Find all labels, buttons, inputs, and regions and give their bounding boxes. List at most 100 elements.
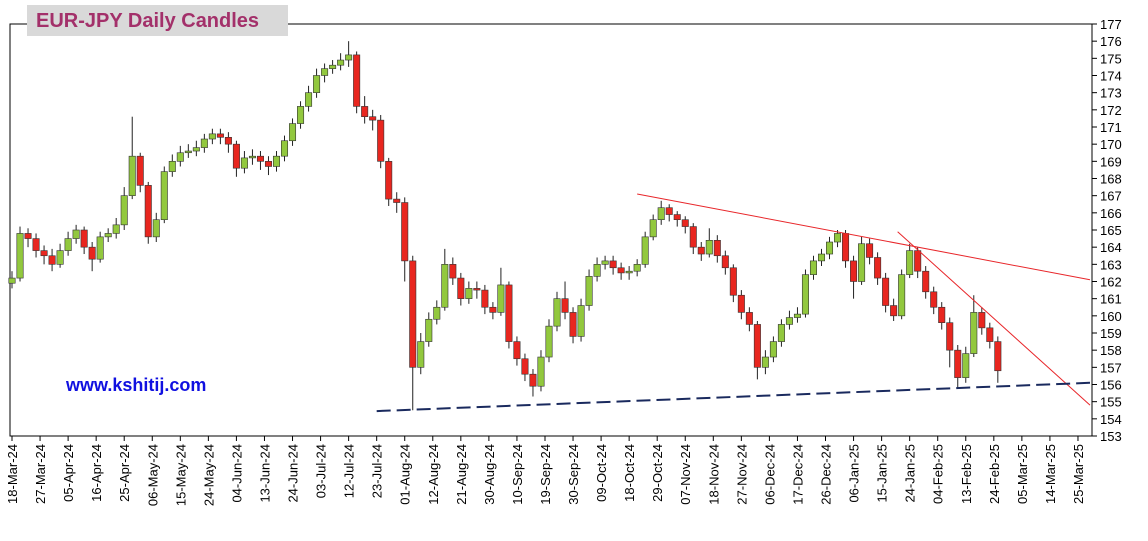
x-tick-label: 24-May-24 (201, 444, 216, 506)
candle-body (393, 198, 401, 203)
x-tick-label: 14-Mar-25 (1043, 444, 1058, 504)
candle-body (809, 260, 817, 275)
candle-body (641, 236, 649, 265)
candle-body (946, 322, 954, 351)
x-tick-label: 19-Sep-24 (538, 444, 553, 505)
x-tick-label: 10-Sep-24 (510, 444, 525, 505)
candle-body (497, 284, 505, 313)
candle-body (401, 202, 409, 262)
candle-body (313, 75, 321, 93)
candle-body (353, 54, 361, 107)
candle-body (232, 143, 240, 169)
candle-body (489, 306, 497, 313)
x-tick-label: 30-Aug-24 (482, 444, 497, 505)
candle-body (938, 306, 946, 323)
candle-body (593, 264, 601, 277)
candle-body (377, 119, 385, 162)
candle-body (521, 358, 529, 375)
candle-body (625, 270, 633, 274)
candle-body (761, 356, 769, 368)
candle-body (24, 233, 32, 239)
candle-body (369, 116, 377, 121)
candle-body (361, 106, 369, 118)
candle-body (922, 270, 930, 293)
candle-body (425, 318, 433, 342)
candle-body (48, 255, 56, 265)
candle-body (769, 341, 777, 358)
candle-body (817, 253, 826, 262)
candle-body (633, 264, 641, 272)
candle-body (176, 152, 184, 162)
candle-body (649, 219, 657, 238)
candle-body (216, 133, 224, 138)
candle-body (561, 298, 569, 313)
candle-body (289, 123, 297, 142)
candle-body (72, 229, 80, 239)
trend-line (637, 193, 1091, 281)
candle-body (224, 137, 232, 145)
candle-body (577, 305, 585, 337)
candle-body (281, 140, 289, 157)
candle-body (136, 155, 144, 186)
y-tick-label: 170 (1100, 137, 1122, 152)
candle-body (553, 298, 561, 327)
watermark: www.kshitij.com (65, 375, 206, 395)
x-tick-label: 03-Jul-24 (314, 444, 329, 498)
candle-body (192, 147, 200, 152)
x-tick-label: 07-Nov-24 (678, 444, 693, 505)
candle-body (449, 264, 457, 279)
candle-body (745, 312, 753, 325)
x-tick-label: 25-Apr-24 (117, 444, 132, 502)
candle-body (144, 185, 152, 238)
x-tick-label: 12-Aug-24 (426, 444, 441, 505)
x-tick-label: 04-Jun-24 (229, 444, 244, 503)
x-tick-label: 13-Feb-25 (959, 444, 974, 504)
y-tick-label: 160 (1100, 309, 1122, 324)
x-tick-label: 17-Dec-24 (790, 444, 805, 505)
x-tick-label: 13-Jun-24 (257, 444, 272, 503)
candle-body (88, 246, 96, 260)
candle-body (994, 341, 1002, 372)
x-tick-label: 01-Aug-24 (398, 444, 413, 505)
y-tick-label: 153 (1100, 429, 1122, 444)
candle-body (441, 264, 449, 308)
candle-body (240, 157, 248, 169)
candle-body (208, 133, 216, 140)
candle-body (32, 238, 40, 251)
candle-body (978, 312, 986, 329)
x-tick-label: 15-May-24 (173, 444, 188, 506)
candle-body (826, 241, 834, 255)
y-tick-label: 176 (1100, 34, 1122, 49)
candle-body (986, 327, 994, 342)
candle-body (890, 305, 898, 317)
candle-body (697, 246, 705, 255)
y-tick-label: 172 (1100, 103, 1122, 118)
candle-body (617, 267, 625, 274)
candle-body (168, 161, 176, 172)
y-tick-label: 174 (1100, 69, 1122, 84)
y-tick-label: 162 (1100, 275, 1122, 290)
candle-body (481, 289, 489, 308)
x-tick-label: 24-Jan-25 (903, 444, 918, 503)
candle-body (866, 243, 874, 258)
candle-body (264, 161, 272, 167)
candle-body (882, 277, 890, 306)
candle-body (569, 312, 577, 337)
candle-body (834, 233, 842, 243)
candle-body (184, 150, 192, 154)
x-tick-label: 18-Mar-24 (5, 444, 20, 504)
candle-body (104, 233, 112, 238)
y-tick-label: 159 (1100, 326, 1122, 341)
y-tick-label: 173 (1100, 86, 1122, 101)
candle-body (40, 250, 48, 257)
candle-body (152, 219, 160, 238)
candle-body (729, 267, 737, 296)
candle-body (337, 59, 345, 66)
x-tick-label: 24-Jun-24 (286, 444, 301, 503)
y-tick-label: 156 (1100, 378, 1122, 393)
y-tick-label: 175 (1100, 51, 1122, 66)
x-tick-label: 27-Nov-24 (734, 444, 749, 505)
y-tick-label: 171 (1100, 120, 1122, 135)
candle-body (906, 250, 914, 275)
